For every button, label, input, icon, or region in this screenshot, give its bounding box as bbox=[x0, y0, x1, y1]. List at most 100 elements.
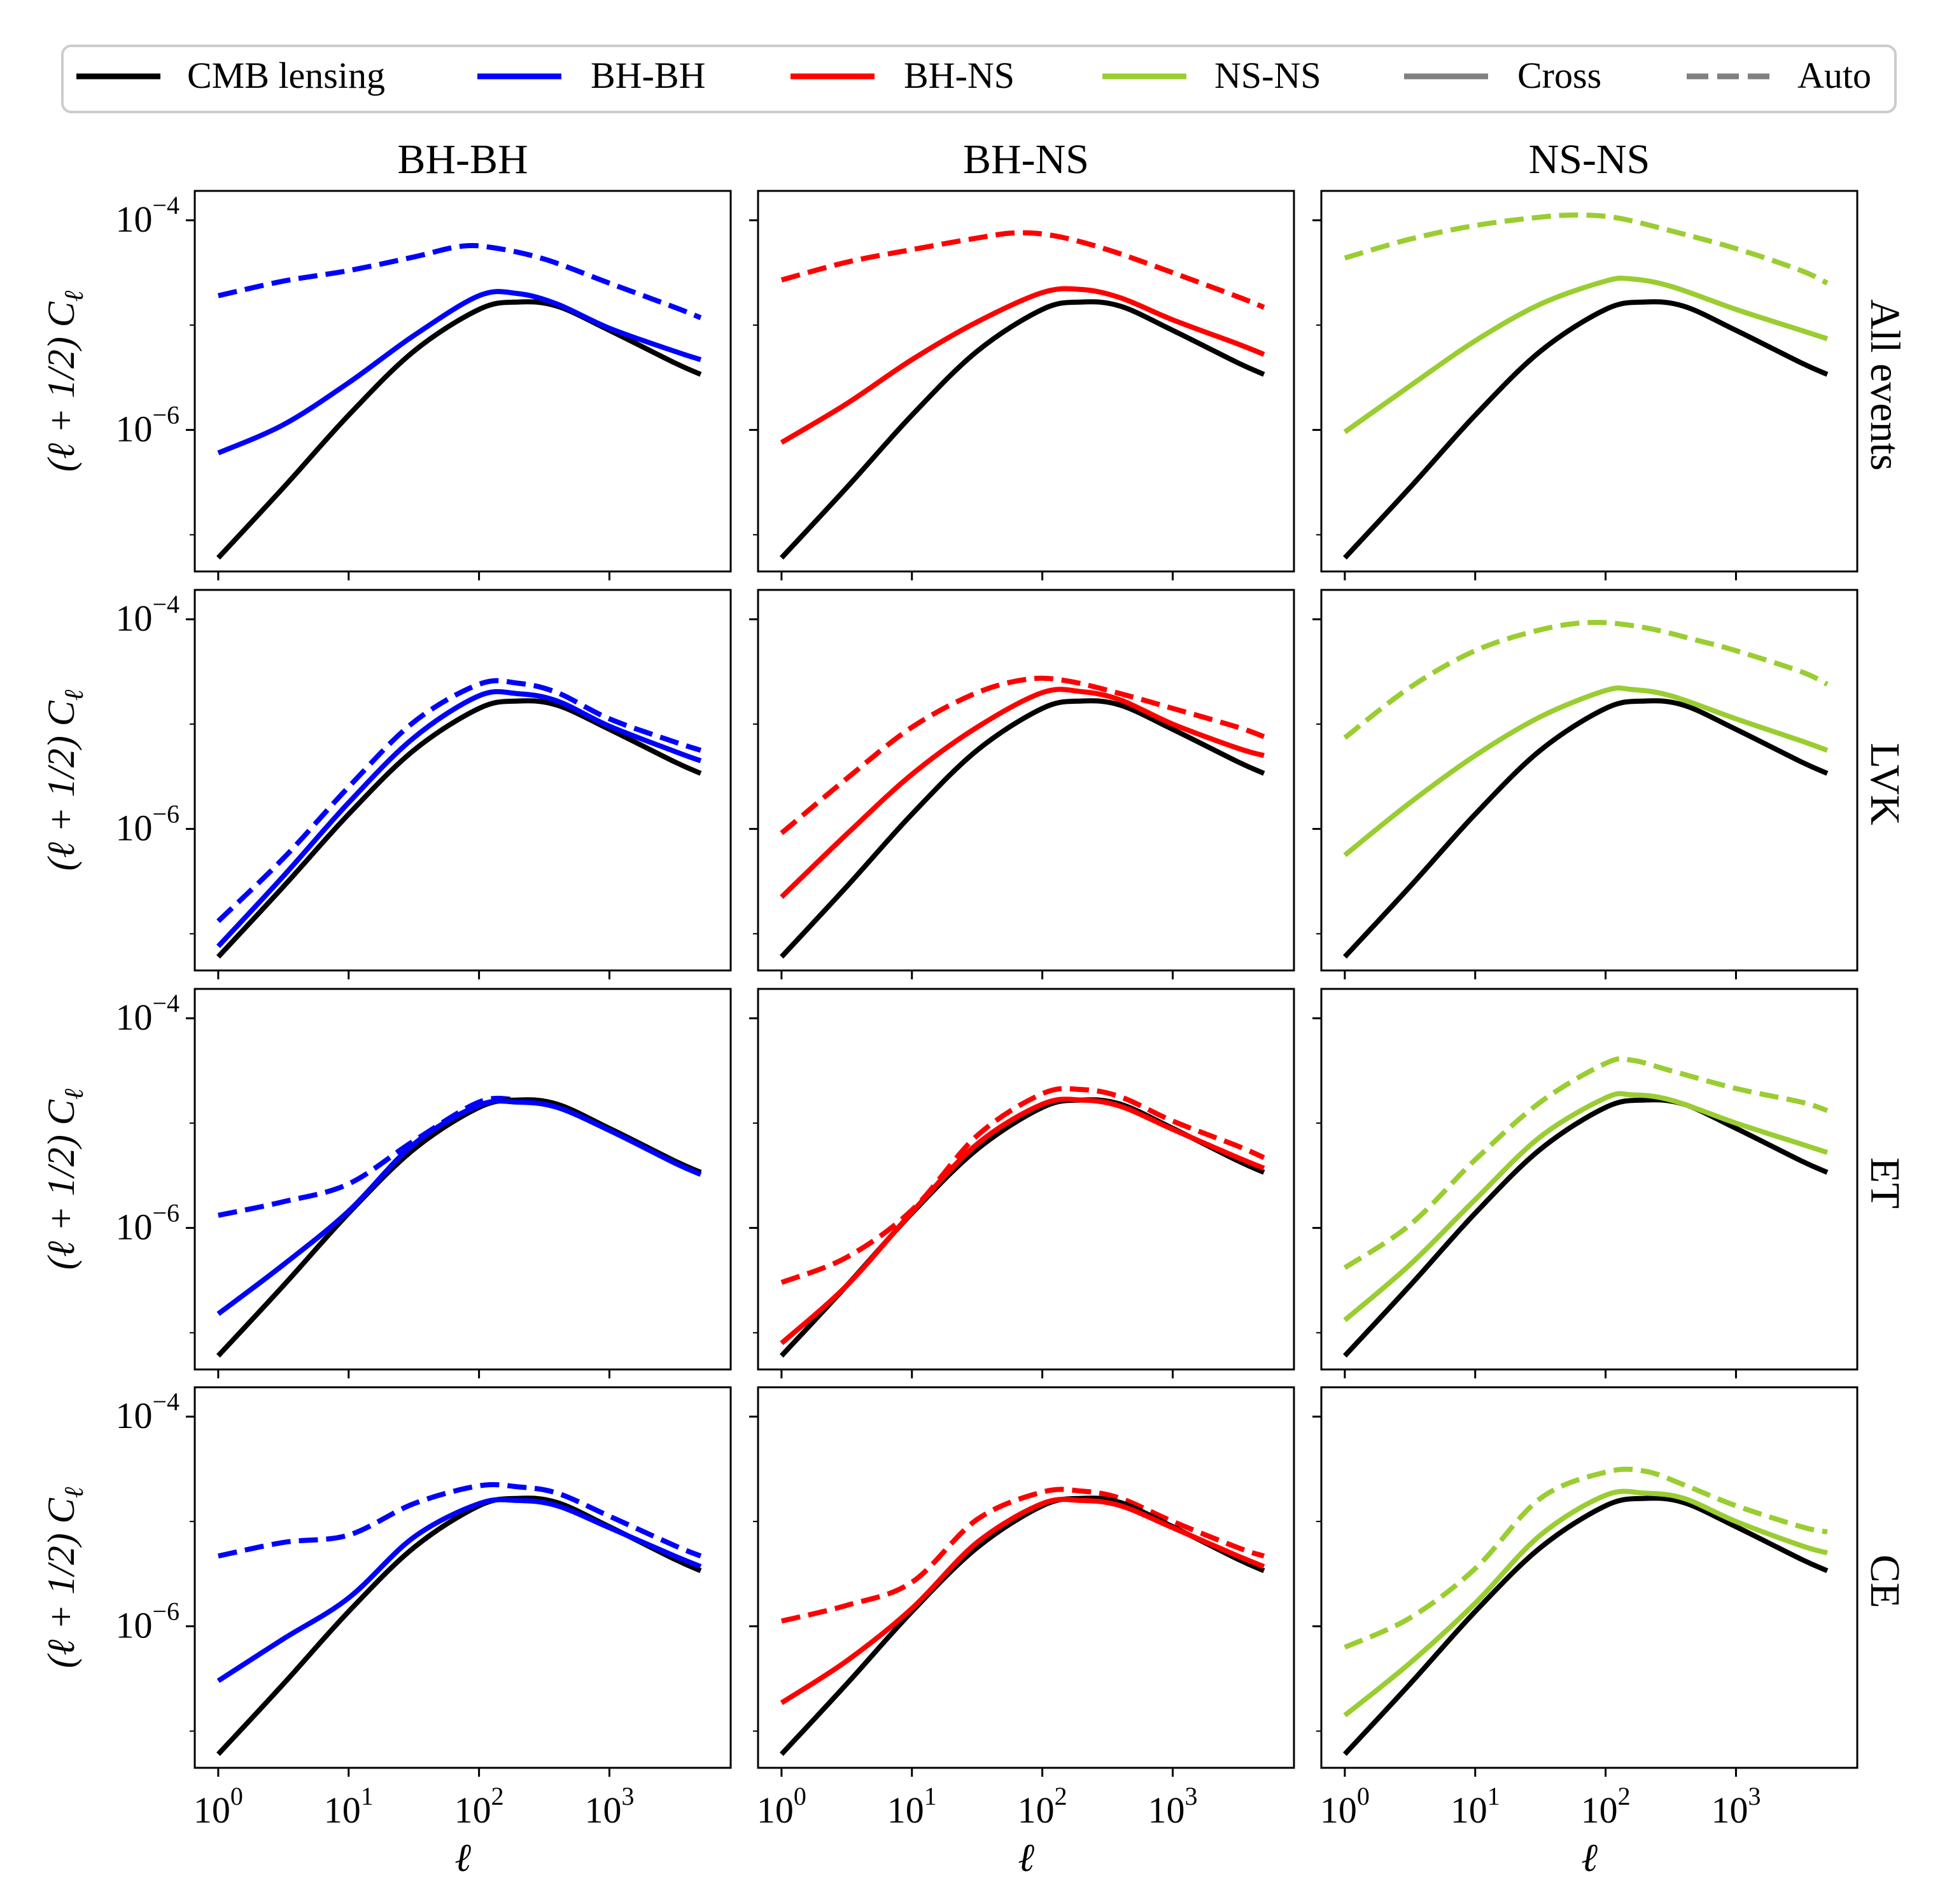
x-tick-label: 102 bbox=[1581, 1782, 1631, 1831]
series-auto bbox=[218, 242, 702, 321]
axes-frame bbox=[193, 589, 732, 972]
y-axis-label: (ℓ + 1/2) Cℓ bbox=[40, 689, 89, 871]
series-cross bbox=[780, 1096, 1265, 1345]
x-axis-label: ℓ bbox=[1018, 1837, 1034, 1880]
panel-lines bbox=[216, 242, 702, 560]
legend-item-cross: Cross bbox=[1404, 55, 1601, 96]
series-cross bbox=[216, 1497, 702, 1683]
x-tick-label: 100 bbox=[1320, 1782, 1370, 1831]
legend-item-cmb-lensing: CMB lensing bbox=[76, 55, 385, 96]
y-tick-label: 10−6 bbox=[115, 401, 179, 450]
axes-frame bbox=[757, 589, 1295, 972]
panel-r0-c2 bbox=[1312, 190, 1859, 580]
series-cmb-lensing bbox=[779, 299, 1265, 560]
series-cmb-lensing bbox=[779, 698, 1265, 959]
series-cross bbox=[217, 289, 702, 456]
y-tick-label: 10−4 bbox=[115, 590, 179, 639]
series-cmb-lensing bbox=[216, 698, 702, 959]
series-cross bbox=[780, 687, 1265, 899]
series-cmb-lensing bbox=[1342, 1495, 1829, 1756]
series-cmb-lensing bbox=[1342, 299, 1829, 560]
legend-item-bhbh: BH-BH bbox=[477, 55, 705, 96]
panel-lines bbox=[1342, 620, 1829, 959]
x-tick-label: 103 bbox=[584, 1782, 634, 1831]
panel-lines bbox=[1342, 1466, 1829, 1756]
panel-r1-c2 bbox=[1312, 589, 1859, 979]
axes-frame bbox=[757, 1386, 1295, 1769]
panel-lines bbox=[1342, 1056, 1829, 1358]
y-tick-label: 10−6 bbox=[115, 1597, 179, 1646]
series-cmb-lensing bbox=[1342, 698, 1829, 959]
series-auto bbox=[780, 1086, 1265, 1285]
legend-item-nsns: NS-NS bbox=[1102, 55, 1321, 96]
panel-lines bbox=[216, 1095, 702, 1358]
row-label-lvk: LVK bbox=[1862, 743, 1908, 825]
series-cross bbox=[780, 1497, 1265, 1705]
column-titles: BH-BH BH-NS NS-NS bbox=[397, 136, 1650, 183]
legend-label-bhns: BH-NS bbox=[904, 55, 1015, 96]
panel-lines bbox=[216, 678, 702, 959]
panel-r2-c1 bbox=[749, 988, 1295, 1378]
x-tick-label: 100 bbox=[193, 1782, 243, 1831]
col-title-bhns: BH-NS bbox=[963, 136, 1089, 183]
x-tick-label: 103 bbox=[1148, 1782, 1197, 1831]
panel-lines bbox=[1342, 212, 1829, 560]
panel-lines bbox=[779, 1086, 1265, 1358]
series-cross bbox=[216, 1098, 702, 1316]
x-tick-label: 102 bbox=[1018, 1782, 1067, 1831]
series-cross bbox=[1343, 1091, 1829, 1322]
axes-frame bbox=[193, 1386, 732, 1769]
panel-grid: 10−6 10−4 (ℓ + 1/2) Cℓ 10−6 10−4 (ℓ + 1/2) Cℓ… bbox=[40, 190, 1859, 1880]
axes-frame bbox=[1320, 988, 1859, 1371]
axes-frame bbox=[1320, 1386, 1859, 1769]
legend-label-cross: Cross bbox=[1517, 55, 1601, 96]
axes-frame bbox=[757, 988, 1295, 1371]
series-auto bbox=[1343, 1056, 1829, 1270]
series-auto bbox=[780, 675, 1265, 836]
series-cross bbox=[1343, 276, 1829, 435]
y-tick-label: 10−4 bbox=[115, 989, 179, 1038]
row-label-all-events: All events bbox=[1862, 299, 1908, 470]
series-cmb-lensing bbox=[216, 299, 702, 560]
x-tick-label: 103 bbox=[1711, 1782, 1761, 1831]
y-tick-label: 10−6 bbox=[115, 800, 179, 849]
row-label-et: ET bbox=[1862, 1158, 1908, 1209]
row-labels: All events LVK ET CE bbox=[1862, 299, 1908, 1608]
y-tick-label: 10−6 bbox=[115, 1199, 179, 1248]
y-axis-label: (ℓ + 1/2) Cℓ bbox=[40, 290, 89, 472]
series-auto bbox=[1343, 620, 1829, 740]
legend-label-auto: Auto bbox=[1797, 55, 1871, 96]
axes-frame bbox=[193, 190, 732, 573]
col-title-nsns: NS-NS bbox=[1529, 136, 1650, 183]
axes-frame bbox=[193, 988, 732, 1371]
series-auto bbox=[1344, 212, 1829, 286]
series-cross bbox=[216, 689, 702, 948]
panel-lines bbox=[779, 1487, 1265, 1756]
axes-frame bbox=[757, 190, 1295, 573]
x-axis-label: ℓ bbox=[1581, 1837, 1598, 1880]
panel-r3-c1: 100 101 102 103 ℓ bbox=[749, 1386, 1295, 1880]
series-auto bbox=[780, 1487, 1265, 1624]
series-auto bbox=[1344, 1466, 1828, 1650]
x-tick-label: 102 bbox=[454, 1782, 504, 1831]
x-tick-label: 101 bbox=[887, 1782, 937, 1831]
axes-frame bbox=[1320, 589, 1859, 972]
legend-frame bbox=[61, 45, 1897, 113]
legend-label-cmb: CMB lensing bbox=[187, 55, 385, 96]
legend-item-auto: Auto bbox=[1687, 55, 1871, 96]
panel-r1-c1 bbox=[749, 589, 1295, 979]
series-cross bbox=[1343, 1488, 1828, 1718]
panel-r1-c0: 10−6 10−4 (ℓ + 1/2) Cℓ bbox=[40, 589, 732, 979]
y-axis-label: (ℓ + 1/2) Cℓ bbox=[40, 1088, 89, 1270]
panel-lines bbox=[216, 1481, 702, 1756]
legend-label-nsns: NS-NS bbox=[1214, 55, 1321, 96]
y-tick-label: 10−4 bbox=[115, 1387, 179, 1436]
legend: CMB lensing BH-BH BH-NS NS-NS Cross Auto bbox=[61, 45, 1897, 113]
y-tick-label: 10−4 bbox=[115, 191, 179, 240]
panel-r2-c0: 10−6 10−4 (ℓ + 1/2) Cℓ bbox=[40, 988, 732, 1378]
legend-label-bhbh: BH-BH bbox=[591, 55, 705, 96]
panel-r3-c2: 100 101 102 103 ℓ bbox=[1312, 1386, 1859, 1880]
y-axis-label: (ℓ + 1/2) Cℓ bbox=[40, 1487, 89, 1668]
series-auto bbox=[780, 230, 1265, 310]
